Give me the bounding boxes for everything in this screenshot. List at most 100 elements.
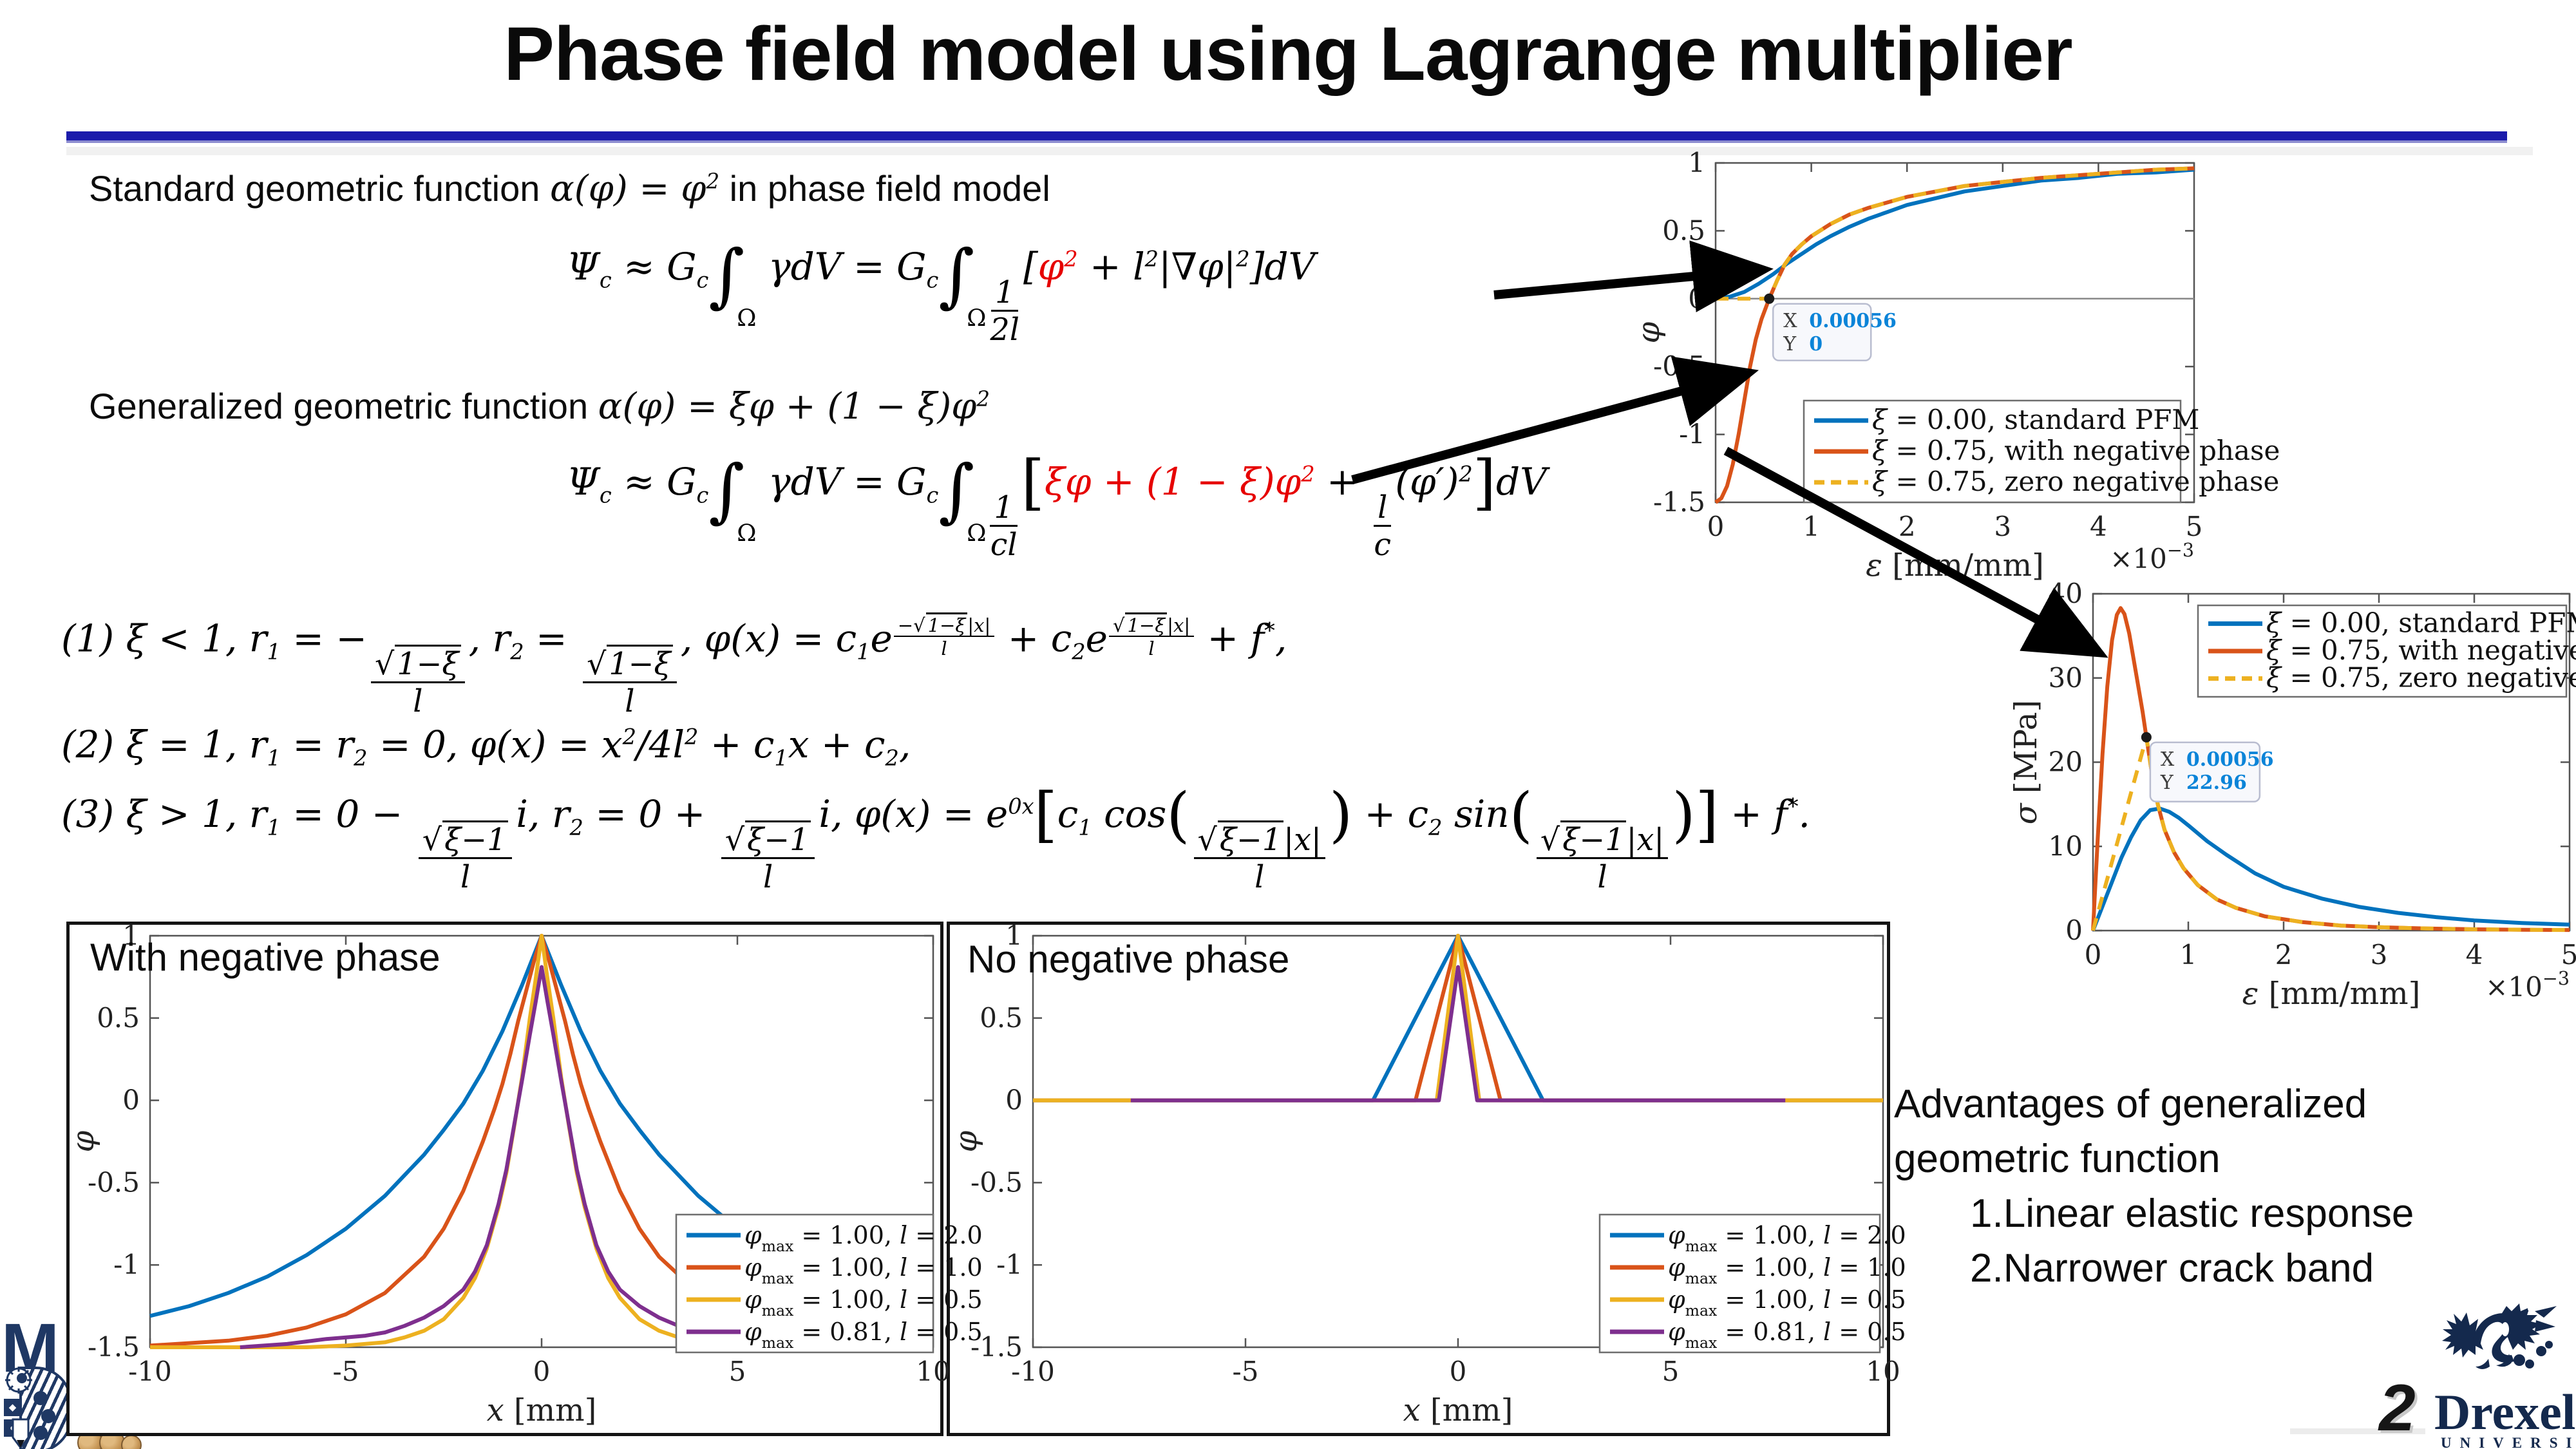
svg-text:X: X [1783,310,1797,332]
drexel-dragon-logo [2442,1303,2557,1369]
svg-text:0.5: 0.5 [980,1002,1023,1034]
content-top-band [66,147,2533,155]
equation-generalized-energy: Ψc ≈ Gc∫Ω γdV = Gc∫Ω 1 cl [ξφ + (1 − ξ)φ2 +… [567,448,1547,563]
svg-text:φmax = 1.00, l = 0.5: φmax = 1.00, l = 0.5 [1668,1285,1906,1320]
svg-text:2: 2 [1899,511,1916,542]
svg-text:φmax = 1.00, l = 1.0: φmax = 1.00, l = 1.0 [744,1253,983,1287]
advantages-item-1: 1.Linear elastic response [1970,1191,2414,1236]
slide-title: Phase field model using Lagrange multipl… [504,12,2072,97]
svg-text:40: 40 [2049,578,2083,609]
svg-text:1: 1 [122,920,140,951]
panel-title-with-negative-phase: With negative phase [90,936,440,979]
svg-text:0: 0 [122,1084,140,1116]
svg-text:-1: -1 [1679,419,1705,450]
svg-text:30: 30 [2049,662,2083,694]
svg-text:φmax = 1.00, l = 0.5: φmax = 1.00, l = 0.5 [744,1285,983,1320]
svg-text:-10: -10 [128,1356,172,1387]
svg-text:1: 1 [1005,920,1023,951]
svg-text:σ [MPa]: σ [MPa] [2008,700,2044,824]
lab-logo-dot-1 [33,1391,48,1405]
svg-text:-5: -5 [333,1356,359,1387]
svg-text:φmax = 1.00, l = 1.0: φmax = 1.00, l = 1.0 [1668,1253,1906,1287]
heading-standard-geometric-function: Standard geometric function α(φ) = φ2 in… [89,168,1050,210]
svg-text:4: 4 [2090,511,2107,542]
equation-case-2: (2) ξ = 1, r1 = r2 = 0, φ(x) = x2/4l2 + … [61,723,911,771]
svg-text:2: 2 [2275,939,2293,971]
lab-logo-dot-2 [41,1409,55,1423]
svg-text:-1.5: -1.5 [971,1331,1023,1363]
svg-text:ξ = 0.75, with negative phase: ξ = 0.75, with negative phase [1872,435,2280,466]
equation-standard-energy: Ψc ≈ Gc∫Ω γdV = Gc∫Ω 1 2l [φ2 + l2|∇φ|2]dV [567,235,1316,348]
page-number: 2 [2379,1371,2416,1444]
svg-text:φ: φ [65,1130,101,1152]
gear-icon [5,1367,32,1394]
svg-text:-5: -5 [1233,1356,1259,1387]
svg-text:0.00056: 0.00056 [1809,310,1897,332]
svg-text:0.5: 0.5 [1662,214,1705,246]
chart-no-negative-phase: -10 -5 0 5 10 -1.5 -1 -0.5 0 0.5 1 x [mm] φ φmax = 1.… [948,920,1906,1428]
svg-text:Y: Y [2160,772,2174,794]
svg-text:0: 0 [1688,283,1705,314]
svg-text:ξ = 0.75, zero negative phase: ξ = 0.75, zero negative phase [2266,662,2576,694]
svg-text:×10−3: ×10−3 [2110,539,2194,574]
advantages-line-1: Advantages of generalized [1894,1082,2367,1126]
svg-text:-1: -1 [113,1249,140,1280]
svg-text:-10: -10 [1011,1356,1055,1387]
equation-case-1: (1) ξ < 1, r1 = − √1−ξ l, r2 = √1−ξ l, φ(x)… [61,612,1287,719]
advantages-line-2: geometric function [1894,1137,2221,1181]
svg-text:x [mm]: x [mm] [487,1392,597,1428]
lab-logo-tan-circle-3 [121,1435,142,1449]
svg-text:0: 0 [2085,939,2102,971]
svg-text:-1: -1 [996,1249,1023,1280]
svg-text:5: 5 [1662,1356,1680,1387]
svg-text:×10−3: ×10−3 [2485,967,2570,1003]
footer-gray-strip [2290,1428,2425,1434]
svg-text:22.96: 22.96 [2186,772,2247,794]
svg-text:φmax = 1.00, l = 2.0: φmax = 1.00, l = 2.0 [1668,1221,1906,1255]
lab-logo-dot-3 [33,1426,48,1440]
svg-text:-1.5: -1.5 [88,1331,140,1363]
svg-text:X: X [2161,748,2175,771]
svg-text:-0.5: -0.5 [1653,350,1705,382]
panel-title-no-negative-phase: No negative phase [967,938,1290,981]
svg-text:1: 1 [1688,147,1705,178]
chart-phi-vs-strain: 0 1 2 3 4 5-1.5-1-0.500.51ε [mm/mm] ×10−3φξ = … [1631,147,2280,583]
chart-stress-vs-strain: 0 1 2 3 4 5 0 10 20 30 40 ε [mm/mm] ×10−3 σ [MPa] ξ = … [2008,578,2576,1012]
svg-text:-0.5: -0.5 [88,1166,140,1198]
advantages-block: Advantages of generalized geometric func… [1894,1077,2576,1296]
svg-text:-0.5: -0.5 [971,1166,1023,1198]
svg-text:20: 20 [2049,746,2083,778]
svg-text:5: 5 [2561,939,2576,971]
svg-text:φmax = 0.81, l = 0.5: φmax = 0.81, l = 0.5 [1668,1318,1906,1352]
svg-text:10: 10 [916,1356,950,1387]
chart-with-negative-phase: -10 -5 0 5 10 -1.5 -1 -0.5 0 0.5 1 x [mm] φ φmax = 1.… [65,920,983,1428]
svg-text:0: 0 [533,1356,551,1387]
svg-text:φmax = 1.00, l = 2.0: φmax = 1.00, l = 2.0 [744,1221,983,1255]
svg-text:φmax = 0.81, l = 0.5: φmax = 0.81, l = 0.5 [744,1318,983,1352]
svg-text:0: 0 [1809,333,1823,355]
svg-text:5: 5 [2186,511,2203,542]
drexel-university-label: UNIVERSITY [2441,1435,2576,1449]
svg-text:0: 0 [1450,1356,1467,1387]
title-divider-rule [66,131,2507,143]
drexel-wordmark: Drexel [2434,1384,2576,1440]
svg-text:10: 10 [2049,830,2083,862]
svg-text:φ: φ [1631,321,1667,343]
equation-case-3: (3) ξ > 1, r1 = 0 − √ξ−1 l i, r2 = 0 + √ξ−… [61,780,1810,895]
svg-text:ξ = 0.00, standard PFM: ξ = 0.00, standard PFM [2266,607,2576,638]
svg-text:ξ = 0.75, zero negative phase: ξ = 0.75, zero negative phase [1872,466,2279,497]
svg-text:x [mm]: x [mm] [1403,1392,1513,1428]
svg-text:10: 10 [1866,1356,1900,1387]
svg-text:4: 4 [2466,939,2483,971]
svg-text:ξ = 0.00, standard PFM: ξ = 0.00, standard PFM [1872,404,2199,435]
heading-generalized-geometric-function: Generalized geometric function α(φ) = ξφ… [89,386,990,428]
svg-text:1: 1 [1803,511,1820,542]
svg-text:ε [mm/mm]: ε [mm/mm] [2242,976,2421,1012]
svg-text:3: 3 [1994,511,2011,542]
svg-text:0.00056: 0.00056 [2186,748,2274,771]
svg-text:φ: φ [948,1130,984,1152]
svg-text:-1.5: -1.5 [1653,486,1705,518]
lab-logo-pattern-square-1: ◆ [4,1399,21,1416]
svg-text:ξ = 0.75, with negative phase: ξ = 0.75, with negative phase [2266,634,2576,666]
